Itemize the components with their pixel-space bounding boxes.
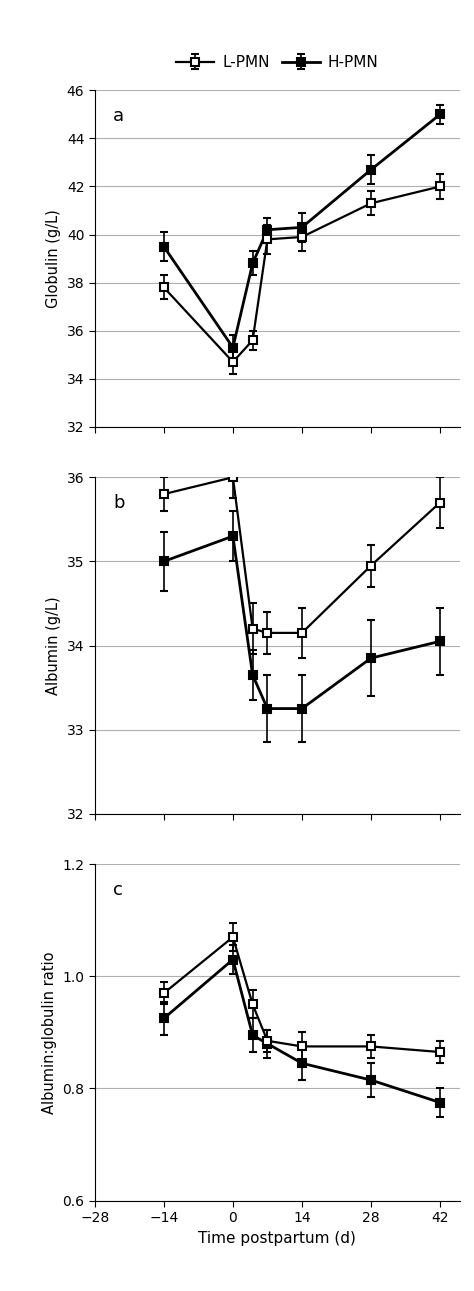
- Y-axis label: Albumin:globulin ratio: Albumin:globulin ratio: [42, 951, 57, 1114]
- Text: a: a: [113, 107, 124, 125]
- Legend: L-PMN, H-PMN: L-PMN, H-PMN: [170, 49, 384, 76]
- Y-axis label: Globulin (g/L): Globulin (g/L): [46, 209, 61, 309]
- X-axis label: Time postpartum (d): Time postpartum (d): [198, 1230, 356, 1246]
- Text: b: b: [113, 494, 125, 513]
- Text: c: c: [113, 880, 123, 899]
- Y-axis label: Albumin (g/L): Albumin (g/L): [46, 596, 61, 695]
